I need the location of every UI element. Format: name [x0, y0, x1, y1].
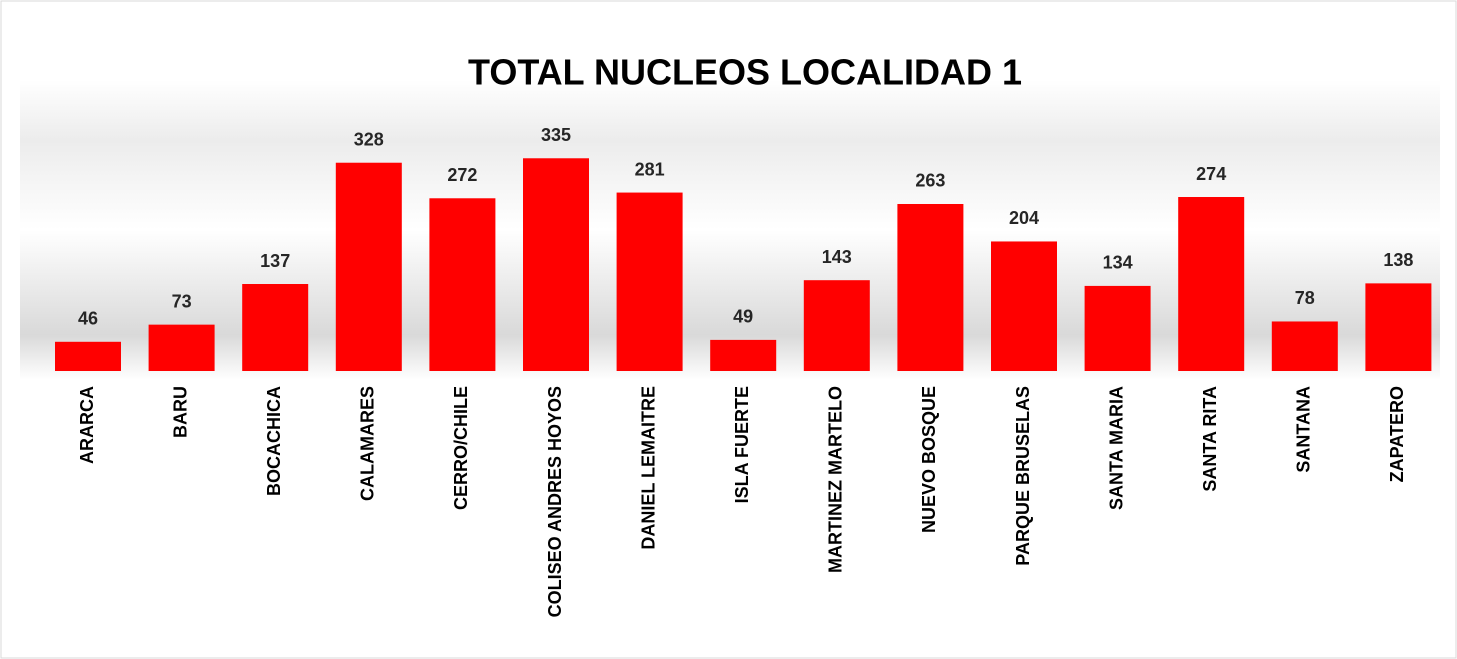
- bar: [1271, 321, 1338, 371]
- x-tick-label: CALAMARES: [358, 386, 378, 501]
- chart-title: TOTAL NUCLEOS LOCALIDAD 1: [468, 52, 1022, 93]
- data-label: 73: [172, 291, 192, 311]
- data-label: 49: [733, 307, 753, 327]
- bar: [429, 198, 496, 371]
- bar: [803, 280, 870, 371]
- data-label: 78: [1295, 288, 1315, 308]
- data-label: 137: [260, 251, 290, 271]
- bar: [1084, 285, 1151, 371]
- data-label: 138: [1383, 250, 1413, 270]
- x-tick-label: ARARCA: [77, 386, 97, 464]
- data-label: 328: [354, 129, 384, 149]
- x-tick-label: SANTANA: [1294, 386, 1314, 473]
- x-tick-label: BARU: [170, 386, 190, 438]
- x-tick-label: NUEVO BOSQUE: [919, 386, 939, 533]
- x-tick-label: PARQUE BRUSELAS: [1013, 386, 1033, 566]
- bar: [991, 241, 1057, 371]
- bar: [148, 324, 215, 371]
- x-tick-label: SANTA MARIA: [1106, 386, 1126, 510]
- x-tick-label: DANIEL LEMAITRE: [638, 386, 658, 550]
- data-label: 263: [915, 171, 945, 191]
- data-label: 274: [1196, 164, 1226, 184]
- bar: [897, 203, 964, 371]
- bar: [1365, 283, 1432, 371]
- data-label: 204: [1009, 208, 1039, 228]
- bar: [55, 341, 121, 371]
- bar: [523, 158, 589, 371]
- data-label: 46: [78, 309, 98, 329]
- data-label: 335: [541, 125, 571, 145]
- x-tick-label: ISLA FUERTE: [732, 386, 752, 503]
- data-label: 281: [635, 159, 665, 179]
- bar: [710, 339, 777, 371]
- bar: [335, 162, 402, 371]
- x-tick-label: MARTINEZ MARTELO: [826, 386, 846, 573]
- bar: [242, 284, 309, 371]
- bar: [616, 192, 683, 371]
- x-tick-label: COLISEO ANDRES HOYOS: [545, 386, 565, 617]
- x-tick-label: BOCACHICA: [264, 386, 284, 496]
- x-tick-label: SANTA RITA: [1200, 386, 1220, 492]
- bar: [1178, 197, 1245, 371]
- data-label: 134: [1103, 253, 1133, 273]
- data-label: 272: [447, 165, 477, 185]
- x-tick-label: CERRO/CHILE: [451, 386, 471, 510]
- x-tick-label: ZAPATERO: [1387, 386, 1407, 482]
- data-label: 143: [822, 247, 852, 267]
